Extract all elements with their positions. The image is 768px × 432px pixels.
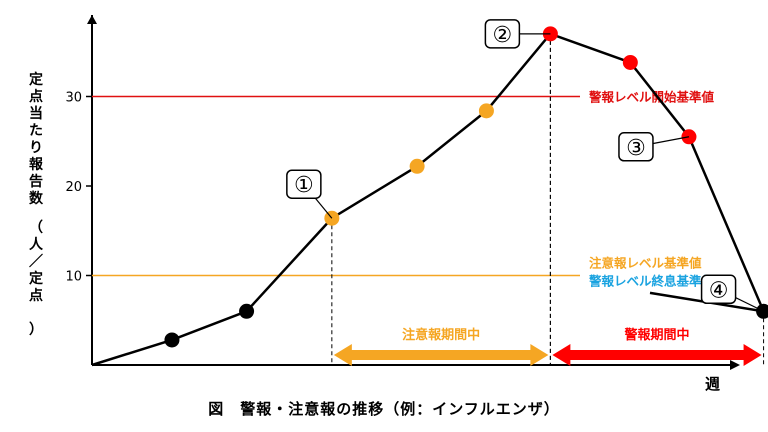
callout: ②	[484, 19, 551, 49]
data-point	[239, 303, 255, 319]
period-arrow: 警報期間中	[552, 327, 762, 366]
period-arrow-shape	[552, 344, 762, 366]
data-point	[409, 158, 425, 174]
threshold-label: 警報レベル終息基準値	[588, 274, 715, 289]
data-point	[478, 103, 494, 119]
callout: ④	[700, 274, 764, 312]
series-polyline	[91, 32, 766, 367]
guide-lines	[331, 33, 765, 365]
callout-box	[484, 19, 521, 49]
y-axis-arrow	[87, 15, 97, 24]
x-axis-arrow	[730, 360, 740, 370]
callout: ①	[286, 169, 333, 219]
callouts: ① ② ③ ④	[286, 19, 764, 312]
threshold-label: 注意報レベル基準値	[589, 256, 702, 271]
period-label: 注意報期間中	[402, 327, 480, 343]
y-axis-label: 定点当たり報告数 （人／定点 ）	[28, 72, 44, 339]
period-arrow-shape	[333, 344, 549, 366]
callout-label: ②	[493, 23, 513, 48]
series-line	[91, 32, 766, 367]
callout-box	[286, 169, 322, 199]
axes: 週 10 20 30	[65, 15, 740, 393]
y-tick-label: 30	[65, 91, 82, 106]
data-points	[164, 26, 768, 348]
figure-caption: 図 警報・注意報の推移（例：インフルエンザ）	[208, 400, 560, 418]
y-tick-label: 20	[65, 180, 82, 195]
x-axis-label: 週	[705, 375, 720, 393]
y-axis-unit: （人／定点 ）	[29, 220, 43, 338]
threshold-label: 警報レベル開始基準値	[588, 90, 715, 105]
data-point	[164, 332, 180, 348]
period-label: 警報期間中	[624, 327, 689, 343]
callout-label: ①	[294, 173, 314, 198]
callout-label: ④	[709, 278, 729, 303]
callout: ③	[618, 132, 690, 162]
y-tick-label: 10	[65, 270, 82, 285]
data-point	[622, 54, 638, 70]
callout-label: ③	[626, 136, 646, 161]
data-point	[756, 303, 768, 319]
period-arrows: 注意報期間中 警報期間中	[333, 327, 762, 366]
y-axis-label-text: 定点当たり報告数	[29, 72, 43, 207]
callout-box	[618, 132, 654, 162]
period-arrow: 注意報期間中	[333, 327, 549, 366]
callout-box	[700, 274, 737, 305]
